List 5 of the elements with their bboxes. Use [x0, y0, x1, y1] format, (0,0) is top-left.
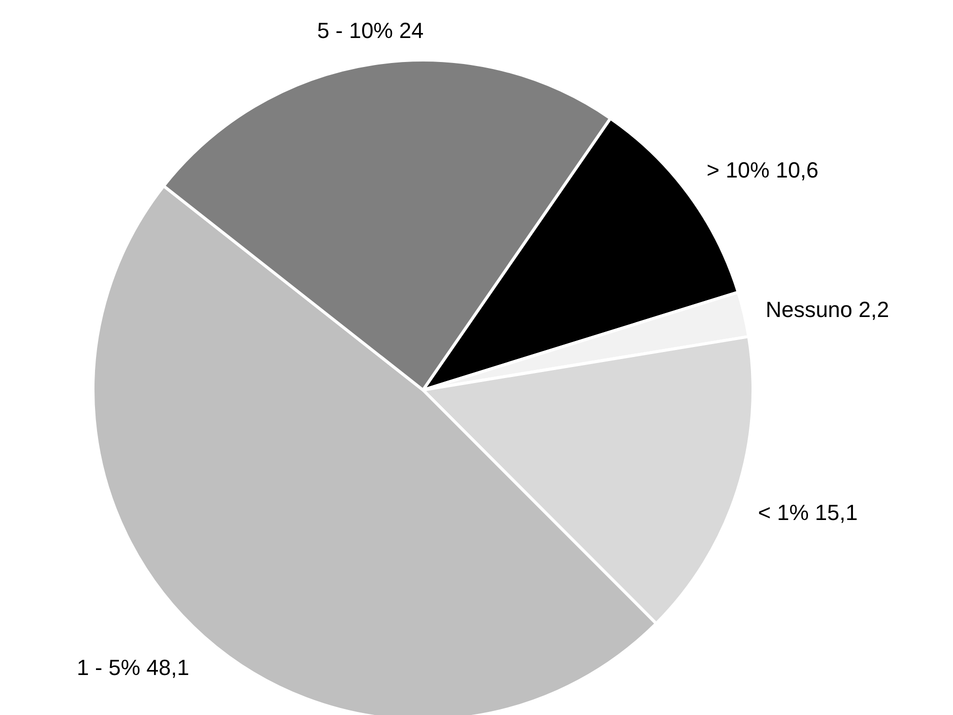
slice-label: 5 - 10% 24 — [317, 18, 424, 43]
slice-label: Nessuno 2,2 — [766, 297, 890, 322]
slice-label: 1 - 5% 48,1 — [76, 655, 190, 680]
slice-label: > 10% 10,6 — [706, 158, 819, 183]
slice-label: < 1% 15,1 — [758, 500, 858, 525]
